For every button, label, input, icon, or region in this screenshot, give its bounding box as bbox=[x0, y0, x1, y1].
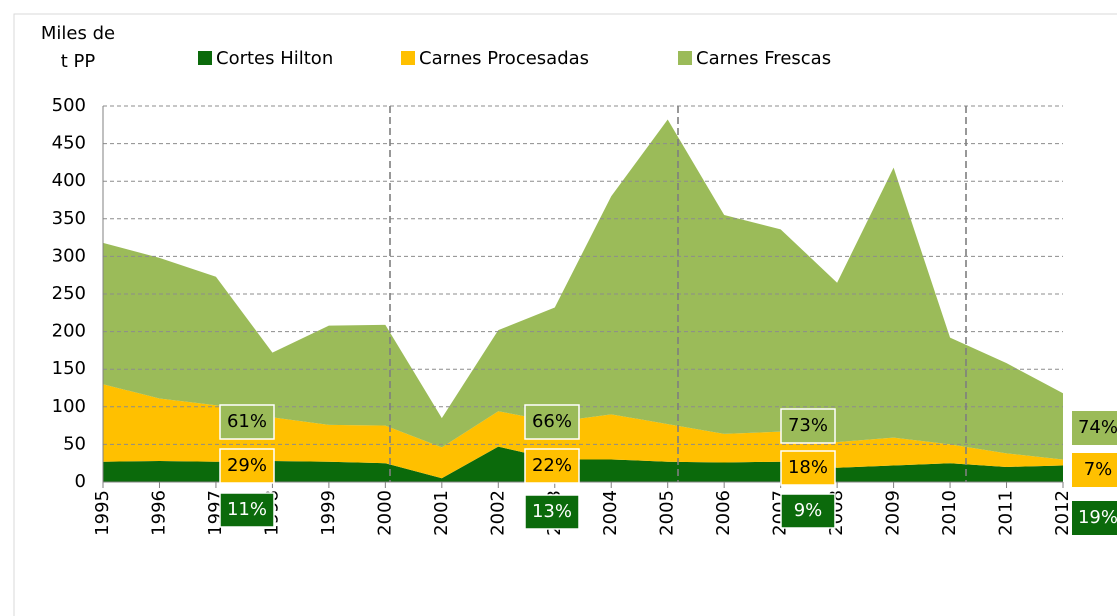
share-box bbox=[1072, 453, 1117, 487]
share-label: 7% bbox=[1084, 459, 1113, 480]
y-tick-label: 200 bbox=[52, 321, 86, 342]
y-tick-label: 300 bbox=[52, 245, 86, 266]
x-tick-label: 2005 bbox=[657, 490, 678, 536]
x-tick-label: 2009 bbox=[883, 490, 904, 536]
share-box bbox=[780, 450, 836, 486]
x-tick-label: 1999 bbox=[318, 490, 339, 536]
legend-label: Carnes Frescas bbox=[696, 48, 831, 69]
y-axis-label: t PP bbox=[61, 51, 96, 72]
legend-swatch bbox=[678, 51, 692, 65]
area bbox=[103, 119, 1063, 460]
share-box bbox=[780, 493, 836, 529]
x-tick-label: 2002 bbox=[487, 490, 508, 536]
x-tick-label: 2001 bbox=[431, 490, 452, 536]
chart-frame bbox=[13, 13, 1117, 616]
x-tick-label: 1995 bbox=[92, 490, 113, 536]
share-box bbox=[524, 404, 580, 440]
y-tick-label: 50 bbox=[63, 433, 86, 454]
share-box bbox=[524, 494, 580, 530]
legend-label: Cortes Hilton bbox=[216, 48, 333, 69]
y-tick-label: 350 bbox=[52, 208, 86, 229]
share-label: 73% bbox=[788, 415, 828, 436]
share-box bbox=[1072, 411, 1117, 445]
x-tick-label: 2004 bbox=[600, 490, 621, 536]
share-label: 29% bbox=[227, 455, 267, 476]
legend-label: Carnes Procesadas bbox=[419, 48, 589, 69]
share-box bbox=[780, 408, 836, 444]
share-label: 11% bbox=[227, 499, 267, 520]
share-label: 9% bbox=[794, 500, 823, 521]
share-label: 18% bbox=[788, 457, 828, 478]
y-tick-label: 250 bbox=[52, 283, 86, 304]
share-box bbox=[219, 404, 275, 440]
legend-swatch bbox=[198, 51, 212, 65]
share-box bbox=[1072, 501, 1117, 535]
share-box bbox=[219, 492, 275, 528]
legend-swatch bbox=[401, 51, 415, 65]
y-tick-label: 100 bbox=[52, 396, 86, 417]
share-box bbox=[524, 448, 580, 484]
x-tick-label: 2011 bbox=[996, 490, 1017, 536]
share-label: 19% bbox=[1078, 507, 1117, 528]
share-label: 22% bbox=[532, 455, 572, 476]
share-label: 13% bbox=[532, 501, 572, 522]
x-tick-label: 2006 bbox=[713, 490, 734, 536]
y-tick-label: 150 bbox=[52, 358, 86, 379]
x-tick-label: 1996 bbox=[148, 490, 169, 536]
y-tick-label: 400 bbox=[52, 170, 86, 191]
x-tick-label: 2012 bbox=[1052, 490, 1073, 536]
share-box bbox=[219, 448, 275, 484]
y-tick-label: 450 bbox=[52, 133, 86, 154]
share-label: 61% bbox=[227, 411, 267, 432]
x-tick-label: 2000 bbox=[374, 490, 395, 536]
share-label: 74% bbox=[1078, 417, 1117, 438]
y-tick-label: 0 bbox=[75, 471, 86, 492]
y-tick-label: 500 bbox=[52, 95, 86, 116]
y-axis-label: Miles de bbox=[41, 23, 115, 44]
share-label: 66% bbox=[532, 411, 572, 432]
x-tick-label: 2010 bbox=[939, 490, 960, 536]
